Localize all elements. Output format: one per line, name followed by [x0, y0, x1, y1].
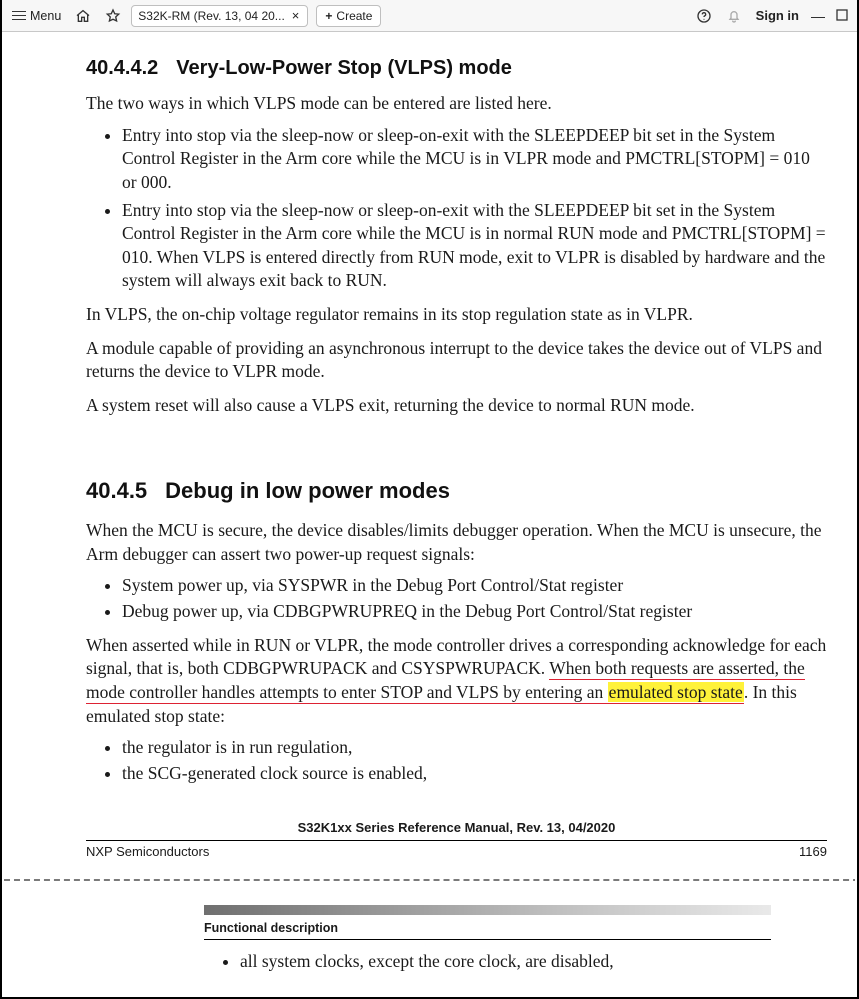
document-tab[interactable]: S32K-RM (Rev. 13, 04 20... × — [131, 5, 308, 27]
window-maximize-button[interactable] — [831, 8, 853, 24]
heading-40-4-4-2: 40.4.4.2 Very-Low-Power Stop (VLPS) mode — [86, 55, 827, 82]
footer-manual-title: S32K1xx Series Reference Manual, Rev. 13… — [86, 819, 827, 840]
list-item: System power up, via SYSPWR in the Debug… — [122, 574, 827, 598]
help-icon — [696, 8, 712, 24]
list-item: the SCG-generated clock source is enable… — [122, 762, 827, 786]
list-item: the regulator is in run regulation, — [122, 736, 827, 760]
section-number: 40.4.5 — [86, 476, 147, 506]
plus-icon: + — [325, 9, 332, 23]
maximize-icon — [836, 9, 848, 21]
home-icon — [75, 8, 91, 24]
footer-vendor: NXP Semiconductors — [86, 843, 209, 861]
footer-page-number: 1169 — [799, 843, 827, 861]
page-header: Functional description — [204, 919, 771, 941]
list-item: Debug power up, via CDBGPWRUPREQ in the … — [122, 600, 827, 624]
document-page-2: Functional description all system clocks… — [4, 905, 827, 975]
document-viewport[interactable]: 40.4.4.2Very-Low-Power Stop (VLPS) mode … — [4, 33, 855, 997]
section-title: Debug in low power modes — [165, 478, 450, 503]
home-button[interactable] — [69, 5, 97, 27]
create-button[interactable]: + Create — [316, 5, 381, 27]
list-item: Entry into stop via the sleep-now or sle… — [122, 124, 827, 195]
bullet-list: the regulator is in run regulation, the … — [110, 736, 827, 785]
paragraph: The two ways in which VLPS mode can be e… — [86, 92, 827, 116]
paragraph: When the MCU is secure, the device disab… — [86, 519, 827, 566]
bell-icon — [726, 8, 742, 24]
list-item: all system clocks, except the core clock… — [240, 950, 771, 974]
heading-40-4-5: 40.4.5 Debug in low power modes — [86, 476, 827, 506]
help-button[interactable] — [690, 5, 718, 27]
favorite-button[interactable] — [99, 5, 127, 27]
menu-button[interactable]: Menu — [6, 6, 67, 26]
bullet-list: System power up, via SYSPWR in the Debug… — [110, 574, 827, 623]
paragraph: In VLPS, the on-chip voltage regulator r… — [86, 303, 827, 327]
bullet-list: all system clocks, except the core clock… — [228, 950, 771, 974]
paragraph: A module capable of providing an asynchr… — [86, 337, 827, 384]
signin-button[interactable]: Sign in — [750, 8, 805, 23]
bullet-list: Entry into stop via the sleep-now or sle… — [110, 124, 827, 293]
paragraph: A system reset will also cause a VLPS ex… — [86, 394, 827, 418]
header-grey-bar — [204, 905, 771, 915]
list-item: Entry into stop via the sleep-now or sle… — [122, 199, 827, 294]
section-title: Very-Low-Power Stop (VLPS) mode — [176, 57, 512, 79]
document-page-1: 40.4.4.2Very-Low-Power Stop (VLPS) mode … — [4, 33, 855, 974]
app-toolbar: Menu S32K-RM (Rev. 13, 04 20... × + Crea… — [2, 0, 857, 32]
page-break-tear — [4, 879, 855, 881]
hamburger-icon — [12, 10, 26, 22]
paragraph-highlighted: When asserted while in RUN or VLPR, the … — [86, 634, 827, 729]
notifications-button[interactable] — [720, 5, 748, 27]
highlighted-text: emulated stop state — [608, 682, 744, 702]
menu-label: Menu — [30, 9, 61, 23]
star-icon — [105, 8, 121, 24]
section-number: 40.4.4.2 — [86, 55, 158, 82]
create-label: Create — [336, 9, 372, 23]
tab-title: S32K-RM (Rev. 13, 04 20... — [138, 9, 285, 23]
tab-close-button[interactable]: × — [290, 9, 302, 22]
page-footer: S32K1xx Series Reference Manual, Rev. 13… — [86, 819, 827, 860]
window-minimize-button[interactable]: — — [807, 8, 829, 24]
